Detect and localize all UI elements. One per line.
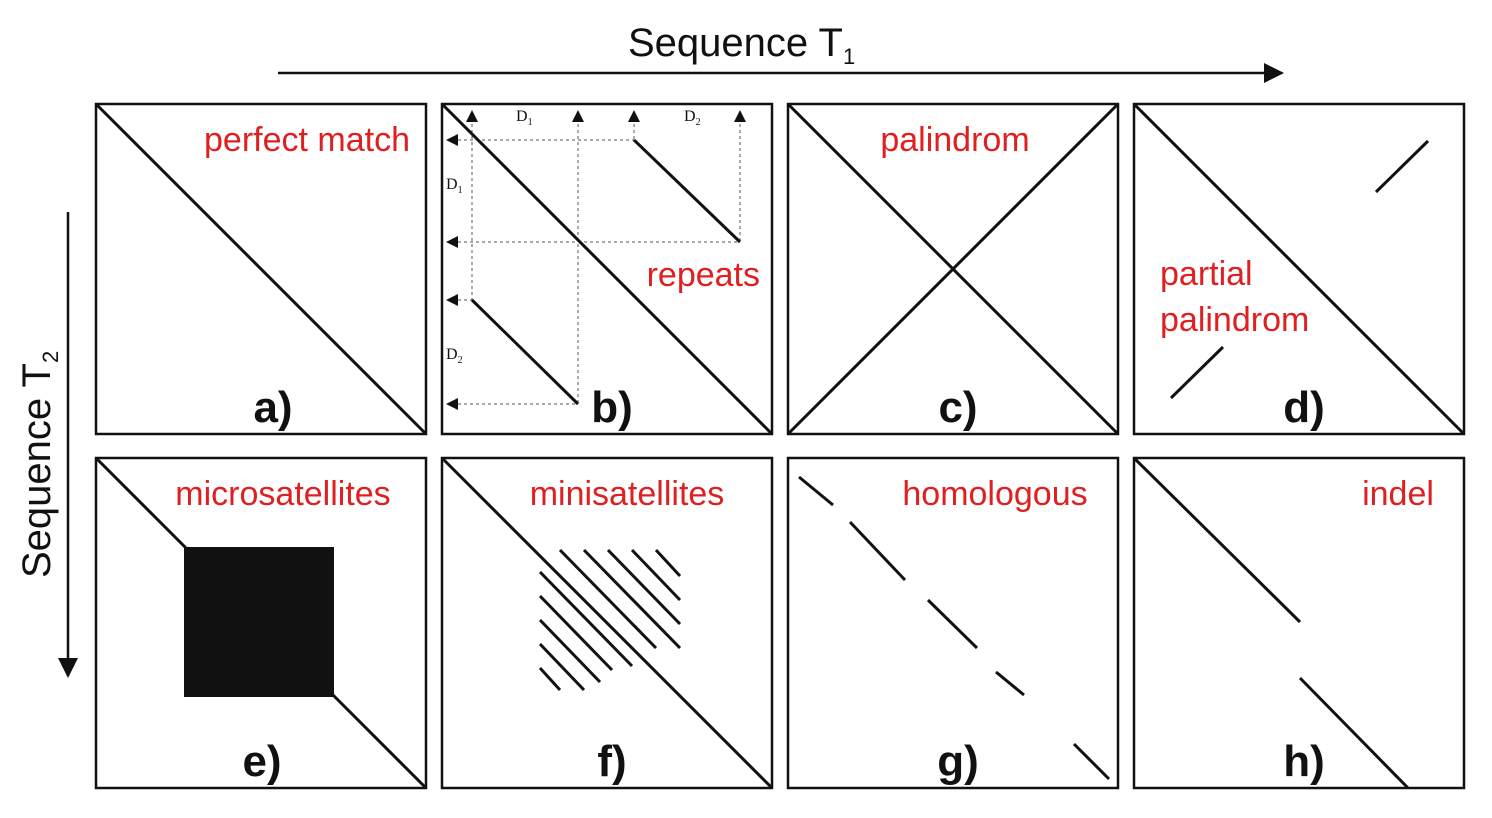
homology-segment-5 (1072, 742, 1111, 781)
minisatellite-hatch (538, 548, 682, 692)
panel-a-letter: a) (253, 383, 292, 432)
marker-left-2 (446, 236, 458, 248)
panel-c-label: palindrom (880, 121, 1029, 159)
anti-diagonal-segment-lower (1169, 345, 1225, 400)
panel-g-letter: g) (937, 737, 979, 786)
diagonal-before-block (94, 456, 188, 550)
panel-d-partial-palindrom: partial palindrom d) (1132, 102, 1466, 436)
main-diagonal (1132, 102, 1466, 436)
panel-c-palindrom: palindrom c) (786, 102, 1120, 436)
panel-f-label: minisatellites (530, 475, 725, 513)
hatch-line-9 (538, 642, 586, 692)
panel-d-label-line1: partial (1160, 255, 1253, 293)
panel-e-microsatellites: microsatellites e) (94, 456, 428, 790)
panel-d-label-line2: palindrom (1160, 301, 1309, 339)
hatch-line-2 (582, 548, 682, 650)
hatch-line-6 (538, 570, 634, 668)
hatch-line-1 (558, 548, 658, 650)
sequence-t2-title: Sequence T2 (15, 351, 63, 578)
panel-e-label: microsatellites (175, 475, 390, 513)
hatch-line-7 (538, 594, 614, 672)
marker-top-4 (734, 110, 746, 122)
repeat-diagonal-upper (632, 138, 742, 244)
homology-segment-4 (995, 670, 1025, 697)
panel-g-homologous: homologous g) (786, 456, 1120, 790)
distance-label-d1-left: D1 (446, 176, 463, 196)
panel-c-letter: c) (938, 383, 977, 432)
repeat-diagonal-lower (470, 298, 580, 406)
panel-g-label: homologous (902, 475, 1087, 513)
marker-top-1 (466, 110, 478, 122)
anti-diagonal (786, 102, 1120, 436)
microsatellite-block (184, 547, 334, 697)
panel-b-label: repeats (647, 256, 760, 294)
panel-f-letter: f) (597, 737, 626, 786)
main-diagonal (440, 456, 774, 790)
sequence-t2-axis: Sequence T2 (15, 212, 78, 678)
distance-label-d2-top: D2 (684, 108, 701, 128)
panel-b-letter: b) (591, 383, 633, 432)
hatch-line-8 (538, 618, 602, 684)
panel-b-repeats: D1 D2 D1 D2 repeats b) (440, 102, 774, 436)
panel-h-label: indel (1362, 475, 1434, 513)
marker-top-3 (628, 110, 640, 122)
hatch-line-3 (606, 548, 682, 626)
panel-f-minisatellites: minisatellites f) (440, 456, 774, 790)
distance-label-d1-top: D1 (516, 108, 533, 128)
homology-segment-1 (798, 475, 834, 507)
panel-a-perfect-match: perfect match a) (94, 102, 428, 436)
panel-a-label: perfect match (204, 121, 410, 159)
hatch-line-5 (654, 548, 682, 578)
homology-segment-2 (848, 520, 907, 582)
hatch-line-10 (538, 666, 562, 692)
distance-label-d2-left: D2 (446, 346, 463, 366)
anti-diagonal-segment-upper (1374, 139, 1430, 194)
indel-segment-before (1132, 456, 1302, 624)
main-diagonal (440, 102, 774, 436)
marker-left-4 (446, 398, 458, 410)
panel-h-letter: h) (1283, 737, 1325, 786)
indel-segment-after (1298, 676, 1410, 790)
sequence-t1-axis: Sequence T1 (278, 21, 1284, 83)
main-diagonal (94, 102, 428, 436)
marker-left-3 (446, 294, 458, 306)
panel-d-letter: d) (1283, 383, 1325, 432)
hatch-line-4 (630, 548, 682, 602)
sequence-t1-title: Sequence T1 (628, 21, 855, 69)
diagonal-after-block (331, 693, 428, 790)
panel-h-indel: indel h) (1132, 456, 1466, 790)
marker-top-2 (572, 110, 584, 122)
homology-segment-3 (926, 598, 979, 650)
panel-e-letter: e) (242, 737, 281, 786)
marker-left-1 (446, 134, 458, 146)
